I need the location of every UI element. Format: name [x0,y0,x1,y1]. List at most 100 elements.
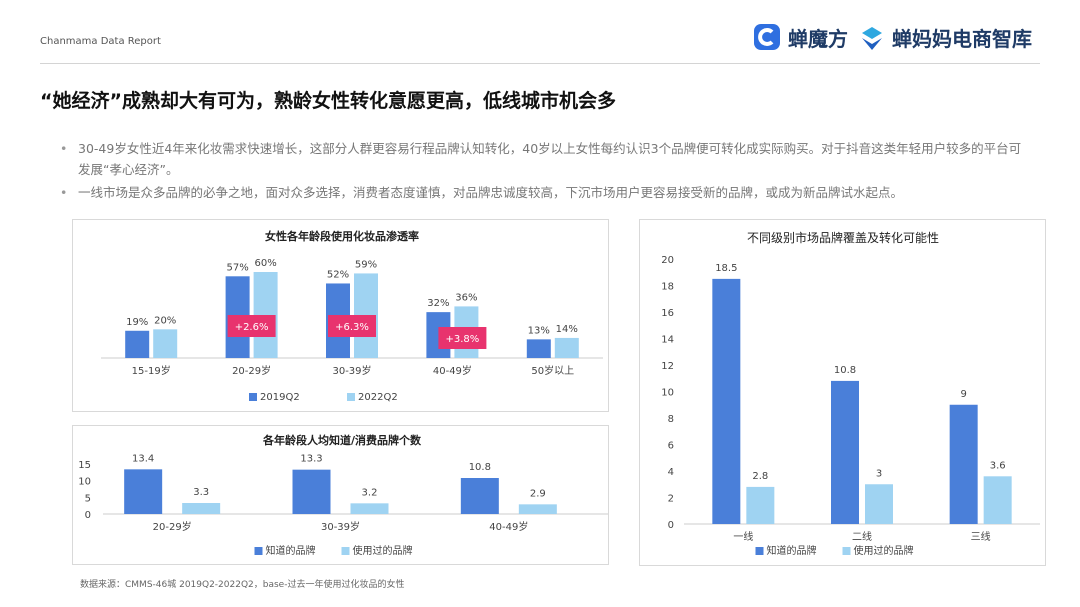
data-label: 2.8 [752,471,768,482]
legend-label: 2022Q2 [358,392,398,403]
y-tick-label: 15 [78,460,91,471]
y-tick-label: 6 [668,441,674,452]
tick-label: 40-49岁 [489,520,528,533]
tick-label: 30-39岁 [321,520,360,533]
data-source-note: 数据来源：CMMS-46城 2019Q2-2022Q2，base-过去一年使用过… [80,580,405,590]
tick-label: 20-29岁 [232,364,271,377]
data-label: 3.6 [990,460,1006,471]
page-title: “她经济”成熟却大有可为，熟龄女性转化意愿更高，低线城市机会多 [40,90,616,112]
tick-label: 15-19岁 [132,364,171,377]
brand-count-chart-panel: 各年龄段人均知道/消费品牌个数 0 5 10 15 13.4 3.3 20-29岁 13.3 3.… [72,425,609,565]
city-tier-chart-panel: 不同级别市场品牌覆盖及转化可能性 0 2 4 6 8 10 12 14 16 18 20 18.5 2.8… [639,219,1046,566]
legend-swatch [341,547,350,555]
data-label: 20% [154,315,176,326]
data-label: 18.5 [715,263,737,274]
bar [350,503,389,514]
data-label: 60% [254,258,276,269]
y-tick-label: 16 [661,308,674,319]
logo-group: 蝉魔方 蝉妈妈电商智库 [752,22,1032,52]
y-tick-label: 5 [85,493,91,504]
data-label: 3 [876,468,882,479]
y-tick-label: 4 [668,467,674,478]
legend-swatch [755,547,764,555]
growth-badge [227,315,276,337]
tick-label: 20-29岁 [153,520,192,533]
y-tick-label: 10 [661,388,674,399]
data-label: 59% [355,259,377,270]
bar [292,469,331,514]
tick-label: 50岁以上 [531,364,574,377]
tick-label: 40-49岁 [433,364,472,377]
chart-title: 不同级别市场品牌覆盖及转化可能性 [747,230,939,245]
legend-label: 知道的品牌 [266,544,316,557]
bullet-item: 30-49岁女性近4年来化妆需求快速增长，这部分人群更容易行程品牌认知转化，40… [60,138,1030,180]
data-label: 3.3 [193,487,209,498]
bar [554,337,579,358]
bar [831,380,859,524]
data-label: 57% [226,262,248,273]
bar [518,504,557,514]
y-tick-label: 8 [668,414,674,425]
logo-text-2: 蝉妈妈电商智库 [892,26,1032,51]
legend-label: 使用过的品牌 [854,544,914,557]
data-label: 3.2 [362,487,378,498]
y-tick-label: 2 [668,494,674,505]
data-label: 32% [427,298,449,309]
y-tick-label: 12 [661,361,674,372]
chart-title: 女性各年龄段使用化妆品渗透率 [265,229,419,243]
data-label: 19% [126,317,148,328]
cube-logo-icon [754,24,780,50]
bar [182,503,221,514]
data-label: 2.9 [530,488,546,499]
data-label: 13% [528,325,550,336]
city-tier-chart: 不同级别市场品牌覆盖及转化可能性 0 2 4 6 8 10 12 14 16 18 20 18.5 2.8… [661,230,1040,557]
bar [460,478,499,514]
data-label: 36% [455,292,477,303]
data-label: 13.3 [300,454,322,465]
data-label: 13.4 [132,453,154,464]
growth-badge [438,327,487,349]
data-label: 9 [960,389,966,400]
y-tick-label: 10 [78,477,91,488]
chart-title: 各年龄段人均知道/消费品牌个数 [262,433,422,447]
tick-label: 二线 [852,530,872,543]
bar [865,484,893,524]
growth-badge [328,315,376,337]
bar [124,469,163,514]
bullet-item: 一线市场是众多品牌的必争之地，面对众多选择，消费者态度谨慎，对品牌忠诚度较高，下… [60,182,1030,203]
legend-swatch [347,393,355,401]
penetration-chart-panel: 女性各年龄段使用化妆品渗透率 19% 20% 15-19岁 57% 60% 20-29岁 52… [72,219,609,412]
data-label: 52% [327,269,349,280]
y-tick-label: 14 [661,335,674,346]
chanmama-logo: 蝉妈妈电商智库 [858,23,1032,52]
legend-swatch [842,547,851,555]
bar [526,339,551,358]
report-brand-text: Chanmama Data Report [40,36,161,47]
legend-swatch [249,393,257,401]
brand-count-chart: 各年龄段人均知道/消费品牌个数 0 5 10 15 13.4 3.3 20-29岁 13.3 3.… [78,433,608,557]
logo-text-1: 蝉魔方 [788,26,848,51]
growth-badge-text: +6.3% [335,322,369,333]
legend-label: 使用过的品牌 [353,544,413,557]
bar [746,486,775,524]
legend-label: 知道的品牌 [767,544,817,557]
bar [125,330,150,358]
bar [983,476,1012,524]
header-divider [40,63,1040,64]
data-label: 10.8 [469,462,491,473]
bar [949,404,978,524]
bar [153,329,178,358]
tick-label: 一线 [733,530,753,543]
bullet-list: 30-49岁女性近4年来化妆需求快速增长，这部分人群更容易行程品牌认知转化，40… [60,138,1030,203]
growth-badge-text: +2.6% [235,322,269,333]
legend-swatch [254,547,263,555]
tick-label: 三线 [971,530,991,543]
penetration-chart: 女性各年龄段使用化妆品渗透率 19% 20% 15-19岁 57% 60% 20-29岁 52… [101,229,603,403]
y-tick-label: 0 [85,510,91,521]
diamond-logo-icon [862,27,882,50]
y-tick-label: 20 [661,255,674,266]
chanmofang-logo: 蝉魔方 [752,22,848,52]
tick-label: 30-39岁 [332,364,371,377]
legend-label: 2019Q2 [260,392,300,403]
growth-badge-text: +3.8% [446,334,480,345]
